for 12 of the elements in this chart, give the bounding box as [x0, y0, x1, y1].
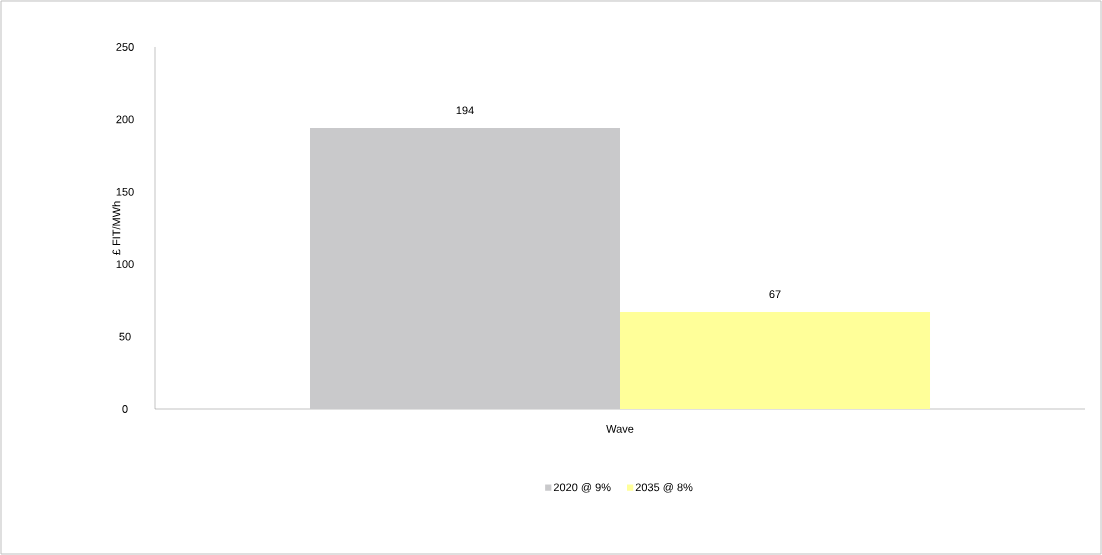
y-tick-label: 0	[122, 405, 128, 413]
y-tick-label: 150	[116, 187, 134, 196]
x-tick-label: Wave	[606, 425, 634, 433]
legend-label: 2020 @ 9%	[553, 483, 611, 493]
y-axis-title: £ FIT/MWh	[112, 201, 121, 255]
y-tick-label: 100	[116, 260, 134, 269]
y-tick-label: 50	[119, 332, 131, 341]
y-tick-label: 200	[116, 115, 134, 124]
legend-label: 2035 @ 8%	[635, 483, 693, 493]
data-label: 67	[769, 290, 781, 299]
y-tick-label: 250	[116, 43, 134, 51]
data-label: 194	[456, 106, 474, 115]
